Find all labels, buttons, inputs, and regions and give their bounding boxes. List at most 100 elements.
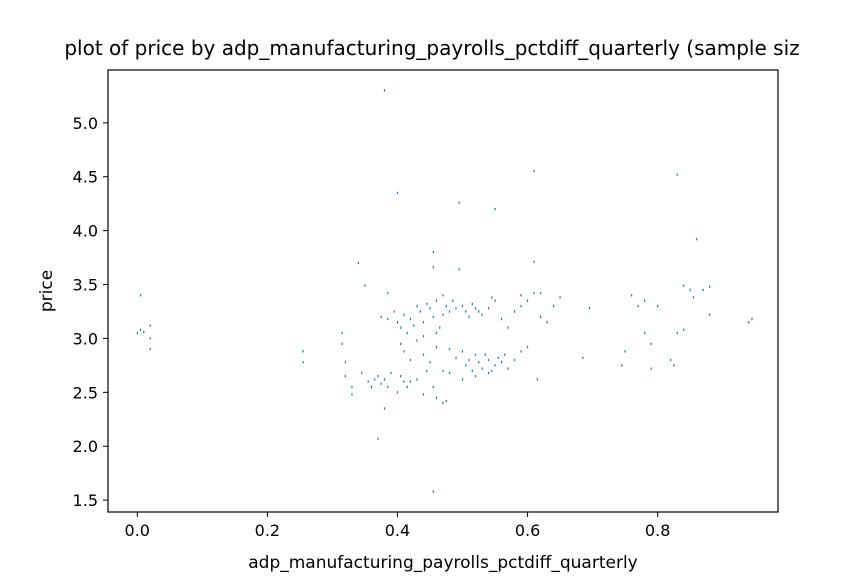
data-point	[383, 407, 386, 410]
data-point	[465, 310, 467, 313]
data-point	[676, 173, 678, 176]
data-point	[432, 315, 434, 319]
data-point	[500, 360, 503, 364]
data-point	[650, 342, 652, 346]
data-point	[448, 348, 451, 351]
data-point	[465, 364, 467, 367]
data-point	[484, 353, 486, 356]
data-point	[751, 317, 753, 321]
data-point	[143, 330, 145, 334]
data-point	[136, 331, 138, 335]
data-point	[403, 313, 405, 316]
data-point	[478, 310, 480, 313]
y-tick-label: 5.0	[73, 114, 98, 133]
data-point	[435, 345, 438, 349]
data-point	[692, 296, 695, 299]
data-point	[468, 358, 470, 362]
data-point	[513, 310, 516, 313]
x-tick-label: 0.0	[125, 521, 150, 540]
y-tick-label: 2.0	[73, 437, 98, 456]
data-point	[302, 360, 304, 364]
data-point	[461, 378, 464, 381]
data-point	[357, 261, 360, 265]
data-point	[474, 374, 477, 378]
data-point	[416, 304, 418, 308]
data-point	[458, 201, 460, 204]
data-point	[400, 374, 402, 378]
data-point	[435, 396, 438, 399]
data-point	[442, 294, 444, 297]
data-point	[432, 250, 434, 254]
data-point	[507, 326, 509, 329]
data-point	[657, 304, 659, 308]
data-point	[631, 294, 633, 297]
data-point	[507, 367, 509, 370]
data-point	[526, 345, 529, 349]
data-point	[406, 331, 408, 335]
data-point	[670, 358, 672, 362]
data-point	[351, 393, 353, 396]
data-point	[448, 310, 451, 313]
data-point	[452, 299, 454, 302]
data-point	[435, 331, 438, 335]
data-point	[426, 302, 428, 306]
data-point	[709, 285, 711, 288]
data-point	[364, 284, 366, 287]
data-point	[546, 321, 548, 324]
y-tick-label: 1.5	[73, 491, 98, 510]
data-point	[468, 315, 470, 319]
data-point	[396, 191, 399, 195]
data-point	[621, 364, 623, 367]
data-point	[504, 353, 506, 356]
data-point	[396, 321, 399, 324]
data-point	[748, 321, 750, 324]
data-point	[139, 328, 142, 332]
data-point	[552, 304, 555, 308]
data-point	[403, 350, 405, 353]
x-axis: 0.0 0.2 0.4 0.6 0.8	[125, 512, 670, 540]
data-point	[442, 313, 444, 316]
data-point	[539, 315, 542, 319]
data-point	[380, 315, 382, 319]
data-point	[409, 317, 412, 321]
data-point	[413, 324, 415, 327]
data-point	[536, 378, 538, 381]
data-point	[702, 288, 704, 292]
data-point	[422, 321, 425, 324]
data-point	[416, 339, 418, 342]
data-point	[458, 268, 460, 271]
data-point	[461, 304, 464, 308]
y-tick-label: 4.0	[73, 222, 98, 241]
data-point	[533, 260, 535, 264]
data-point	[344, 374, 347, 378]
data-point	[487, 358, 490, 362]
data-point	[344, 360, 347, 364]
data-point	[445, 304, 447, 308]
data-point	[494, 364, 496, 367]
data-point	[582, 356, 584, 360]
x-tick-label: 0.6	[515, 521, 540, 540]
data-point	[432, 266, 434, 269]
data-point	[478, 360, 480, 364]
data-point	[676, 331, 678, 335]
data-point	[442, 369, 444, 372]
data-point	[377, 374, 379, 378]
data-point	[673, 364, 675, 367]
data-point	[422, 335, 425, 338]
data-point	[377, 437, 379, 440]
x-axis-label: adp_manufacturing_payrolls_pctdiff_quart…	[248, 553, 637, 573]
data-point	[432, 490, 434, 493]
data-point	[689, 288, 691, 292]
data-point	[696, 238, 698, 241]
data-point	[588, 307, 590, 310]
data-point	[520, 350, 522, 353]
x-tick-label: 0.2	[255, 521, 280, 540]
data-point	[390, 371, 392, 375]
data-point	[422, 393, 425, 396]
data-point	[439, 326, 441, 329]
y-tick-label: 3.0	[73, 329, 98, 348]
data-point	[302, 350, 304, 353]
data-point	[403, 380, 405, 383]
data-point	[383, 378, 386, 381]
data-point	[494, 299, 496, 302]
